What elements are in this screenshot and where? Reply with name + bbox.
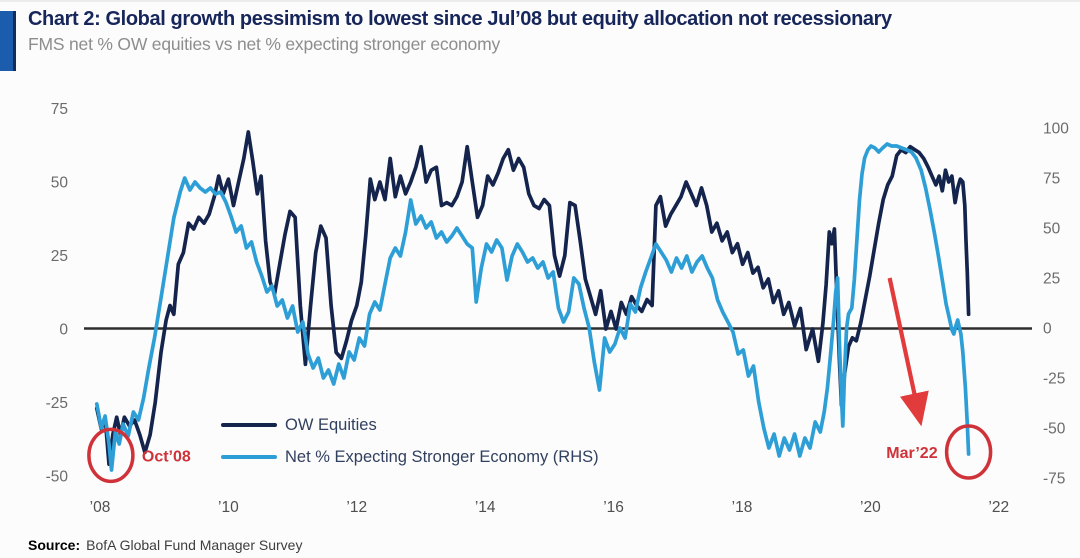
annotation-label: Mar’22 bbox=[886, 445, 937, 462]
annotation-circle bbox=[944, 424, 993, 480]
chart-header: Chart 2: Global growth pessimism to lowe… bbox=[0, 8, 1080, 71]
blue-line-swatch bbox=[221, 454, 277, 460]
x-axis-tick-label: ’16 bbox=[603, 499, 624, 516]
annotation-label: Oct’08 bbox=[142, 448, 191, 465]
right-axis-tick-label: 100 bbox=[1043, 121, 1069, 138]
annotation-circle bbox=[87, 427, 135, 484]
header-accent-bar bbox=[0, 11, 16, 71]
x-axis-tick-label: ’10 bbox=[218, 499, 239, 516]
right-axis-tick-label: 75 bbox=[1043, 171, 1060, 188]
right-axis-tick-label: -25 bbox=[1043, 371, 1065, 388]
annotation-arrow bbox=[887, 277, 929, 427]
left-axis-tick-label: 0 bbox=[59, 322, 68, 339]
legend-item-stronger-economy: Net % Expecting Stronger Economy (RHS) bbox=[221, 446, 599, 468]
left-axis-tick-label: 75 bbox=[51, 101, 68, 118]
left-axis-tick-label: -25 bbox=[46, 395, 68, 412]
legend-item-ow-equities: OW Equities bbox=[221, 414, 599, 436]
right-axis-tick-label: 50 bbox=[1043, 221, 1061, 238]
left-axis-tick-label: 25 bbox=[51, 248, 68, 265]
legend-label-stronger-economy: Net % Expecting Stronger Economy (RHS) bbox=[285, 447, 599, 466]
series-line-stronger-economy bbox=[94, 142, 971, 472]
chart-subtitle: FMS net % OW equities vs net % expecting… bbox=[28, 34, 501, 54]
right-axis-tick-label: -50 bbox=[1043, 421, 1066, 438]
right-axis-tick-label: 25 bbox=[1043, 271, 1060, 288]
chart-legend: OW Equities Net % Expecting Stronger Eco… bbox=[221, 414, 599, 478]
photo-edge-strip bbox=[0, 0, 1080, 2]
x-axis-tick-label: ’20 bbox=[860, 499, 881, 516]
chart-title: Chart 2: Global growth pessimism to lowe… bbox=[28, 8, 892, 30]
right-axis-tick-label: 0 bbox=[1043, 321, 1052, 338]
source-line: Source: BofA Global Fund Manager Survey bbox=[28, 537, 302, 553]
left-axis-tick-label: 50 bbox=[51, 175, 69, 192]
x-axis-tick-label: ’12 bbox=[346, 499, 367, 516]
x-axis-tick-label: ’14 bbox=[475, 499, 496, 516]
navy-line-swatch bbox=[221, 422, 277, 428]
series-line-ow-equities bbox=[94, 130, 971, 467]
left-axis-tick-label: -50 bbox=[46, 469, 69, 486]
x-axis-tick-label: ’22 bbox=[988, 499, 1009, 516]
source-text: BofA Global Fund Manager Survey bbox=[86, 537, 303, 553]
x-axis-tick-label: ’08 bbox=[90, 499, 111, 516]
source-label: Source: bbox=[28, 537, 81, 553]
x-axis-tick-label: ’18 bbox=[732, 499, 753, 516]
legend-label-ow-equities: OW Equities bbox=[285, 415, 377, 434]
right-axis-tick-label: -75 bbox=[1043, 471, 1065, 488]
